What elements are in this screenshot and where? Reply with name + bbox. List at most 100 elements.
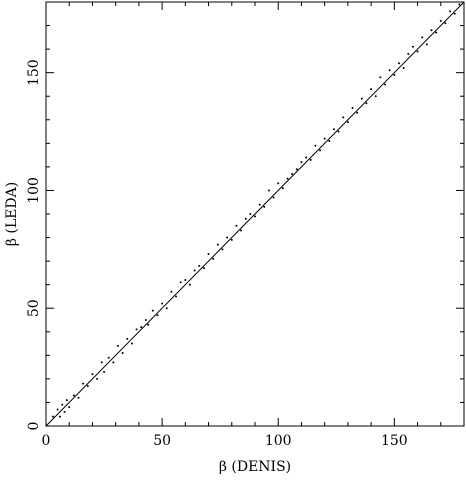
point <box>397 62 400 65</box>
point <box>263 205 266 208</box>
point <box>435 31 438 34</box>
point <box>319 149 322 152</box>
point <box>151 309 154 312</box>
point <box>277 182 280 185</box>
point <box>116 344 119 347</box>
point <box>91 373 94 376</box>
point <box>165 307 168 310</box>
point <box>130 342 133 345</box>
point <box>207 253 210 256</box>
point <box>323 137 326 140</box>
point <box>346 121 349 124</box>
point <box>458 3 461 6</box>
point <box>337 130 340 133</box>
x-axis-label: β (DENIS) <box>219 459 291 475</box>
point <box>61 403 64 406</box>
point <box>235 224 238 227</box>
point <box>230 238 233 241</box>
point <box>161 302 164 305</box>
point <box>226 236 229 239</box>
point <box>370 88 373 91</box>
point <box>51 415 54 418</box>
point <box>416 50 419 53</box>
point <box>328 139 331 142</box>
point <box>411 45 414 48</box>
point <box>421 36 424 39</box>
point <box>121 351 124 354</box>
point <box>388 69 391 72</box>
point <box>449 10 452 13</box>
point <box>193 269 196 272</box>
point <box>332 128 335 131</box>
point <box>126 337 129 340</box>
point <box>281 187 284 190</box>
y-tick-label: 50 <box>26 299 42 317</box>
point <box>351 107 354 109</box>
y-axis-label: β (LEDA) <box>4 182 20 246</box>
point <box>272 196 275 199</box>
x-tick-label: 50 <box>153 433 171 449</box>
point <box>267 189 270 192</box>
point <box>221 248 224 251</box>
point <box>170 290 173 293</box>
point <box>249 213 252 215</box>
point <box>402 66 405 69</box>
point <box>360 97 363 100</box>
point <box>300 161 303 164</box>
point <box>425 43 428 46</box>
point <box>216 243 219 246</box>
point <box>147 323 150 326</box>
point <box>156 314 159 317</box>
point <box>356 111 359 114</box>
fit-line <box>45 1 465 427</box>
point <box>342 116 345 119</box>
point <box>305 156 308 159</box>
point <box>86 384 89 387</box>
x-tick-label: 100 <box>265 433 292 449</box>
point <box>254 215 256 218</box>
point <box>258 203 261 206</box>
point <box>286 177 289 180</box>
point <box>365 102 368 105</box>
y-tick-label: 150 <box>26 59 42 86</box>
point <box>184 278 187 281</box>
point <box>63 410 66 413</box>
point <box>453 12 456 15</box>
x-tick-label: 0 <box>42 433 51 449</box>
point <box>439 19 442 22</box>
point <box>384 83 387 86</box>
point <box>100 361 103 364</box>
point <box>77 396 80 399</box>
point <box>68 406 71 409</box>
point <box>58 415 61 418</box>
point <box>107 356 110 359</box>
point <box>309 158 312 161</box>
point <box>179 281 182 284</box>
point <box>393 74 396 77</box>
point <box>72 394 75 397</box>
point <box>407 52 410 55</box>
point <box>291 172 294 175</box>
point <box>314 144 317 147</box>
point <box>374 95 377 98</box>
point <box>240 229 243 232</box>
x-tick-label: 150 <box>381 433 408 449</box>
point <box>188 283 191 286</box>
point <box>56 408 59 411</box>
point <box>82 382 85 385</box>
point <box>65 399 68 402</box>
point <box>198 264 201 267</box>
point <box>212 257 215 260</box>
point <box>140 326 143 329</box>
point <box>379 76 382 79</box>
point <box>103 370 106 373</box>
y-tick-label: 0 <box>26 422 42 431</box>
point <box>96 377 99 380</box>
point <box>144 319 147 321</box>
point <box>202 267 205 270</box>
point <box>444 22 447 25</box>
point <box>295 168 298 171</box>
point <box>244 217 247 220</box>
y-tick-label: 100 <box>26 177 42 204</box>
